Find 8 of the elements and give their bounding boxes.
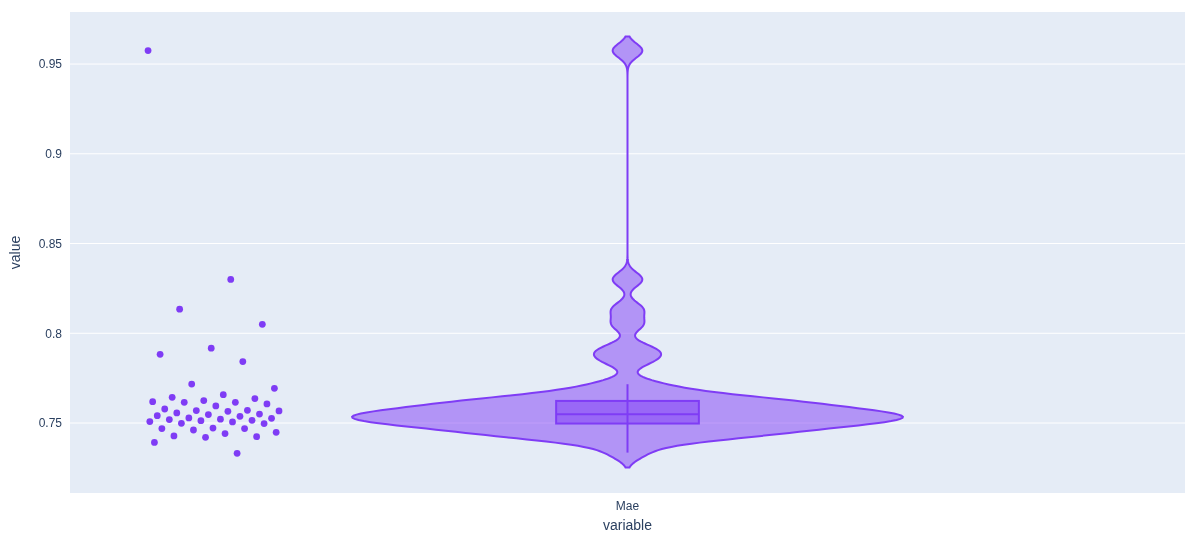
y-tick-label: 0.75: [38, 416, 63, 431]
y-tick-label: 0.95: [38, 57, 63, 72]
y-tick-label: 0.9: [45, 147, 63, 162]
x-axis-title: variable: [602, 517, 653, 533]
x-tick-label: Mae: [615, 498, 640, 513]
y-tick-label: 0.85: [38, 236, 63, 251]
y-tick-label: 0.8: [45, 326, 63, 341]
y-axis-title: value: [7, 235, 23, 270]
